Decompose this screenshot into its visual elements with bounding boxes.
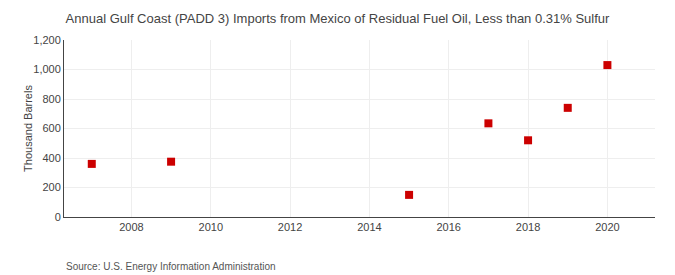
svg-text:1,200: 1,200 bbox=[33, 34, 61, 46]
svg-text:800: 800 bbox=[42, 93, 60, 105]
svg-text:200: 200 bbox=[42, 181, 60, 193]
svg-text:2012: 2012 bbox=[278, 221, 302, 233]
svg-text:Source: U.S. Energy Informatio: Source: U.S. Energy Information Administ… bbox=[66, 261, 276, 272]
svg-text:2020: 2020 bbox=[595, 221, 619, 233]
svg-text:2018: 2018 bbox=[516, 221, 540, 233]
svg-text:1,000: 1,000 bbox=[33, 63, 61, 75]
svg-text:Thousand Barrels: Thousand Barrels bbox=[22, 85, 34, 172]
svg-text:2010: 2010 bbox=[199, 221, 223, 233]
svg-text:Annual Gulf Coast (PADD 3) Imp: Annual Gulf Coast (PADD 3) Imports from … bbox=[66, 11, 610, 26]
svg-text:0: 0 bbox=[55, 211, 61, 223]
svg-text:400: 400 bbox=[42, 152, 60, 164]
svg-text:2008: 2008 bbox=[119, 221, 143, 233]
svg-text:600: 600 bbox=[42, 122, 60, 134]
svg-text:2016: 2016 bbox=[436, 221, 460, 233]
svg-text:2014: 2014 bbox=[357, 221, 381, 233]
